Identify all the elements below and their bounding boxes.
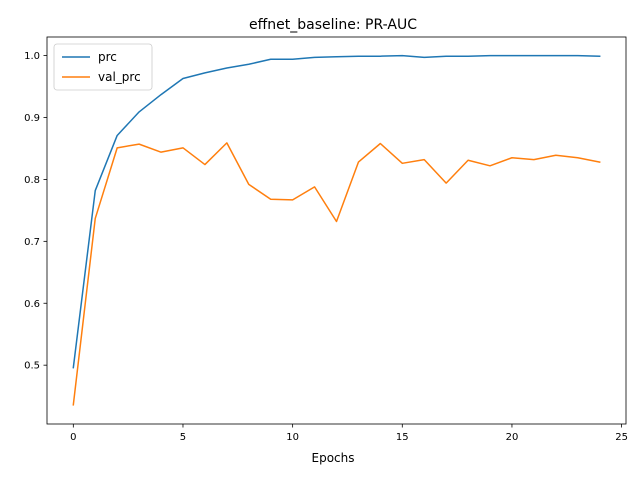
x-tick-label: 20 bbox=[506, 432, 519, 443]
y-tick-label: 0.9 bbox=[24, 113, 40, 124]
y-tick-label: 0.5 bbox=[24, 361, 40, 372]
y-tick-label: 1.0 bbox=[24, 51, 40, 62]
x-tick-label: 15 bbox=[396, 432, 409, 443]
y-tick-label: 0.8 bbox=[24, 175, 40, 186]
y-tick-label: 0.7 bbox=[24, 237, 40, 248]
x-tick-label: 10 bbox=[286, 432, 299, 443]
legend-box bbox=[53, 43, 153, 91]
legend-label-prc: prc bbox=[98, 50, 117, 64]
x-tick-label: 0 bbox=[70, 432, 76, 443]
axes-frame bbox=[46, 36, 627, 425]
series-line-val_prc bbox=[72, 142, 601, 406]
x-tick-label: 5 bbox=[180, 432, 186, 443]
x-tick-label: 25 bbox=[615, 432, 628, 443]
y-tick-label: 0.6 bbox=[24, 299, 40, 310]
chart-title: effnet_baseline: PR-AUC bbox=[249, 17, 417, 33]
legend-label-val_prc: val_prc bbox=[98, 70, 141, 84]
x-axis-label: Epochs bbox=[312, 451, 355, 465]
series-line-prc bbox=[72, 54, 601, 369]
plot-area: 0 5 10 15 20 25 0.5 0.6 0.7 0.8 0.9 1.0 prc val_prc bbox=[24, 36, 628, 443]
